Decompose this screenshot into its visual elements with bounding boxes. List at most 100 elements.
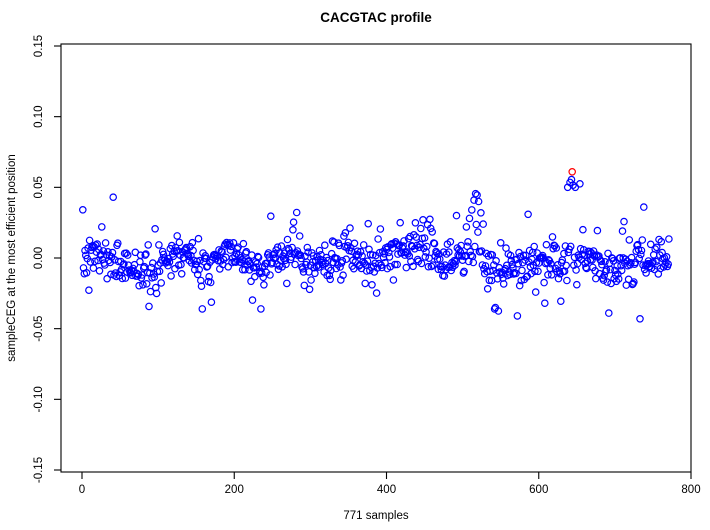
data-point (427, 262, 436, 271)
data-point (502, 261, 511, 270)
data-point (452, 211, 461, 220)
data-point (562, 261, 571, 270)
data-point (474, 228, 482, 236)
data-point (477, 209, 485, 217)
data-point (332, 264, 341, 273)
data-point (305, 285, 314, 294)
data-point (416, 224, 425, 233)
data-point (85, 286, 93, 295)
data-point (122, 249, 131, 258)
data-point (665, 235, 673, 243)
data-point (426, 224, 435, 233)
data-point (602, 265, 611, 274)
data-point (266, 271, 274, 279)
data-point (219, 255, 228, 264)
notable-data-points (98, 175, 644, 323)
data-point (421, 253, 430, 261)
data-point (411, 219, 420, 227)
data-point (664, 260, 673, 269)
data-point (289, 226, 297, 234)
data-point (601, 257, 609, 266)
y-tick-label: 0.10 (33, 105, 45, 127)
data-point (402, 263, 411, 272)
data-point (588, 256, 596, 264)
data-point (507, 256, 516, 265)
highlight-point (568, 168, 577, 176)
data-point (519, 251, 528, 260)
x-tick-label: 0 (79, 484, 85, 496)
data-point (580, 251, 589, 260)
y-axis-ticks: -0.15 -0.10 -0.05 0.00 0.05 0.10 0.15 (33, 35, 61, 483)
data-point (563, 276, 571, 285)
data-point (229, 239, 238, 247)
data-point (266, 212, 275, 221)
data-point (560, 249, 568, 258)
data-point (139, 280, 147, 289)
data-point (135, 281, 143, 290)
data-point (470, 242, 479, 251)
data-point (207, 298, 216, 307)
data-point (636, 314, 644, 323)
data-point (424, 262, 433, 271)
data-point (655, 235, 663, 244)
data-point (569, 181, 577, 190)
x-axis-ticks: 0 200 400 600 800 (79, 472, 701, 496)
data-point (79, 206, 87, 214)
data-point (606, 265, 615, 274)
data-point (625, 236, 634, 244)
data-point (109, 193, 118, 202)
data-point (662, 252, 671, 261)
data-point (375, 248, 384, 257)
data-point (248, 251, 256, 259)
data-point (374, 235, 382, 243)
data-point (585, 247, 594, 256)
data-point (289, 218, 298, 227)
data-point (652, 243, 661, 252)
data-point (527, 269, 535, 278)
data-point (384, 248, 393, 257)
data-point (445, 248, 453, 256)
data-point (226, 246, 235, 254)
data-point (189, 246, 197, 255)
data-point (297, 254, 306, 263)
data-point (636, 250, 645, 259)
data-point (350, 239, 359, 248)
data-point (617, 266, 626, 275)
data-point (283, 235, 292, 244)
data-point (101, 239, 110, 247)
data-point (151, 225, 159, 233)
data-point (335, 241, 344, 250)
data-point (185, 256, 194, 265)
data-point (471, 189, 480, 198)
data-point (420, 234, 429, 242)
data-point (409, 262, 417, 271)
data-point (368, 251, 377, 259)
data-point (483, 284, 492, 293)
data-point (232, 258, 240, 267)
x-tick-label: 800 (681, 484, 700, 496)
data-point (548, 233, 557, 241)
data-point (296, 251, 305, 260)
data-point (304, 248, 312, 257)
data-point (494, 307, 503, 315)
data-point (119, 260, 127, 269)
data-point (603, 278, 612, 286)
data-point (472, 220, 481, 229)
data-point (274, 265, 283, 274)
y-tick-label: -0.15 (33, 457, 45, 483)
data-point (292, 208, 301, 217)
data-point (521, 251, 530, 260)
data-point (515, 281, 524, 290)
data-point (612, 277, 621, 286)
data-point (544, 270, 552, 279)
data-point (224, 262, 233, 271)
data-point (260, 280, 268, 289)
data-point (339, 271, 347, 280)
data-point (145, 302, 153, 311)
data-point (123, 251, 132, 259)
data-point (534, 267, 542, 276)
data-point (550, 242, 559, 250)
data-point (429, 261, 437, 269)
data-point (324, 264, 333, 272)
data-point (188, 238, 197, 247)
